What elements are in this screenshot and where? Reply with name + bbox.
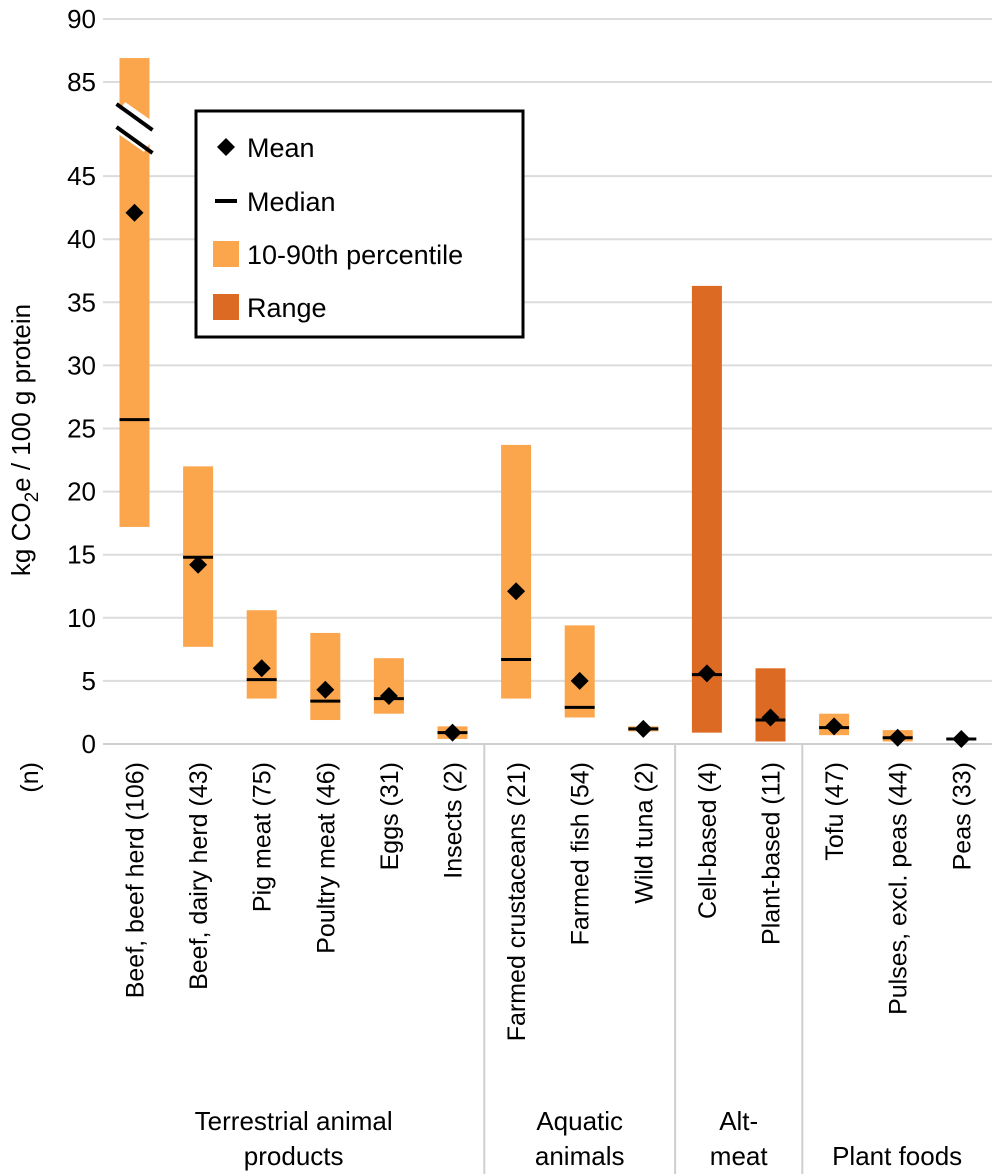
group-label-2-line-0: Alt- — [719, 1106, 758, 1136]
legend-range-swatch — [213, 294, 239, 320]
y-axis-label-subscript: 2 — [22, 492, 43, 503]
mean-marker-4 — [379, 687, 398, 706]
category-label-12: Pulses, excl. peas (44) — [885, 762, 913, 1015]
y-ticks: 0 5 10 15 20 25 30 35 40 45 85 90 — [67, 4, 96, 759]
group-label-2-line-1: meat — [710, 1141, 769, 1171]
y-tick-40: 40 — [67, 224, 96, 254]
group-label-0-line-1: products — [244, 1141, 344, 1171]
bar-10 — [755, 668, 786, 742]
mean-marker-1 — [189, 555, 208, 574]
legend-p10_90-swatch — [213, 241, 239, 267]
category-label-1: Beef, dairy herd (43) — [185, 762, 213, 990]
legend-label-median: Median — [247, 187, 336, 217]
y-tick-20: 20 — [67, 477, 96, 507]
break-slash-bottom — [115, 125, 154, 155]
category-label-6: Farmed crustaceans (21) — [503, 762, 531, 1041]
category-label-8: Wild tuna (2) — [630, 762, 658, 904]
y-axis-label: kg CO2e / 100 g protein — [6, 304, 43, 576]
category-label-4: Eggs (31) — [376, 762, 404, 870]
break-slash-top — [115, 102, 154, 132]
mean-marker-10 — [761, 708, 780, 727]
mean-marker-11 — [825, 717, 844, 736]
category-label-5: Insects (2) — [440, 762, 468, 879]
mean-marker-9 — [697, 664, 716, 683]
group-label-3-line-0: Plant foods — [832, 1141, 962, 1171]
mean-marker-6 — [507, 582, 526, 601]
y-tick-85: 85 — [67, 67, 96, 97]
mean-marker-7 — [570, 671, 589, 690]
category-label-11: Tofu (47) — [821, 762, 849, 861]
y-tick-25: 25 — [67, 414, 96, 444]
y-tick-0: 0 — [82, 729, 96, 759]
category-label-3: Poultry meat (46) — [312, 762, 340, 954]
bar-2 — [246, 610, 277, 699]
y-tick-10: 10 — [67, 603, 96, 633]
mean-marker-3 — [316, 680, 335, 699]
category-label-7: Farmed fish (54) — [567, 762, 595, 945]
axis-break — [107, 102, 162, 155]
group-label-0-line-0: Terrestrial animal — [195, 1106, 393, 1136]
y-tick-35: 35 — [67, 287, 96, 317]
mean-marker-13 — [952, 729, 971, 748]
y-tick-45: 45 — [67, 161, 96, 191]
y-tick-15: 15 — [67, 540, 96, 570]
mean-marker-12 — [888, 728, 907, 747]
y-axis-label-part2: e / 100 g protein — [6, 304, 36, 492]
legend: Mean Median 10-90th percentile Range — [194, 109, 525, 339]
category-label-9: Cell-based (4) — [694, 762, 722, 919]
legend-label-range: Range — [247, 293, 327, 323]
y-tick-30: 30 — [67, 350, 96, 380]
group-separators — [483, 744, 804, 1174]
group-label-1-line-1: animals — [535, 1141, 625, 1171]
y-tick-90: 90 — [67, 4, 96, 34]
legend-mean-symbol — [217, 138, 235, 156]
mean-marker-8 — [634, 719, 653, 738]
group-labels: Terrestrial animal products Aquatic animals… — [195, 1106, 963, 1171]
category-label-13: Peas (33) — [948, 762, 976, 870]
break-gap — [107, 102, 162, 152]
bar-7 — [564, 625, 595, 718]
bar-4 — [373, 658, 404, 714]
bar-6 — [501, 444, 532, 699]
n-label: (n) — [16, 762, 44, 793]
legend-label-mean: Mean — [247, 133, 315, 163]
legend-box — [194, 109, 525, 339]
legend-label-p10_90: 10-90th percentile — [247, 240, 463, 270]
mean-marker-2 — [252, 659, 271, 678]
group-label-1-line-0: Aquatic — [536, 1106, 623, 1136]
y-axis-label-part1: kg CO — [6, 502, 36, 576]
category-label-10: Plant-based (11) — [758, 762, 786, 945]
bar-3 — [310, 632, 341, 721]
category-label-0: Beef, beef herd (106) — [122, 762, 150, 998]
y-tick-5: 5 — [82, 666, 96, 696]
category-labels: Beef, beef herd (106) Beef, dairy herd (4… — [122, 762, 977, 1041]
bar-9 — [691, 285, 722, 733]
mean-marker-5 — [443, 723, 462, 742]
category-label-2: Pig meat (75) — [249, 762, 277, 912]
mean-marker-0 — [125, 203, 144, 222]
bars — [119, 58, 977, 748]
